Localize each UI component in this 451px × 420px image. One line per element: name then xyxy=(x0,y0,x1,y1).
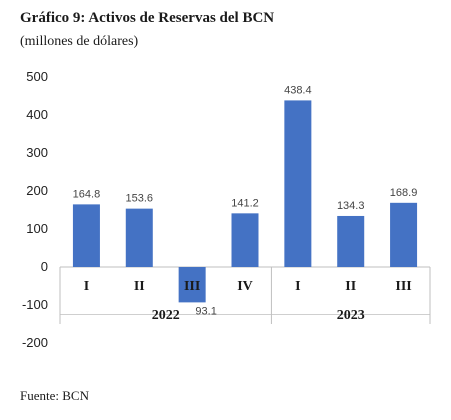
bar xyxy=(72,204,100,267)
y-tick-label: 300 xyxy=(26,145,48,160)
bar xyxy=(337,215,365,267)
category-label: II xyxy=(134,279,145,294)
y-tick-label: -200 xyxy=(22,335,48,350)
data-label: 134.3 xyxy=(337,200,365,212)
data-label: 438.4 xyxy=(284,84,312,96)
category-label: IV xyxy=(237,279,253,294)
data-label: 164.8 xyxy=(73,188,101,200)
category-label: I xyxy=(295,279,300,294)
group-year-label: 2022 xyxy=(152,308,180,323)
data-label: 93.1 xyxy=(195,305,216,317)
y-tick-label: 0 xyxy=(41,259,48,274)
y-tick-label: 400 xyxy=(26,107,48,122)
bar xyxy=(231,213,259,267)
bar xyxy=(125,208,153,267)
category-label: III xyxy=(395,279,411,294)
y-tick-label: 500 xyxy=(26,69,48,84)
bar xyxy=(284,100,312,268)
data-label: 168.9 xyxy=(390,187,418,199)
data-label: 141.2 xyxy=(231,197,259,209)
bar xyxy=(390,202,418,267)
category-label: II xyxy=(345,279,356,294)
category-label: III xyxy=(184,279,200,294)
category-label: I xyxy=(84,279,89,294)
y-tick-label: -100 xyxy=(22,297,48,312)
group-year-label: 2023 xyxy=(337,308,365,323)
data-label: 153.6 xyxy=(126,193,154,205)
y-tick-label: 100 xyxy=(26,221,48,236)
source-note: Fuente: BCN xyxy=(20,388,89,403)
chart-subtitle: (millones de dólares) xyxy=(20,34,139,49)
chart-title: Gráfico 9: Activos de Reservas del BCN xyxy=(20,10,275,26)
y-tick-label: 200 xyxy=(26,183,48,198)
bar xyxy=(178,267,206,303)
bar-chart: 500 400 300 200 100 0 -100 -200 164.8 I 153.6 II 93.… xyxy=(22,69,431,350)
